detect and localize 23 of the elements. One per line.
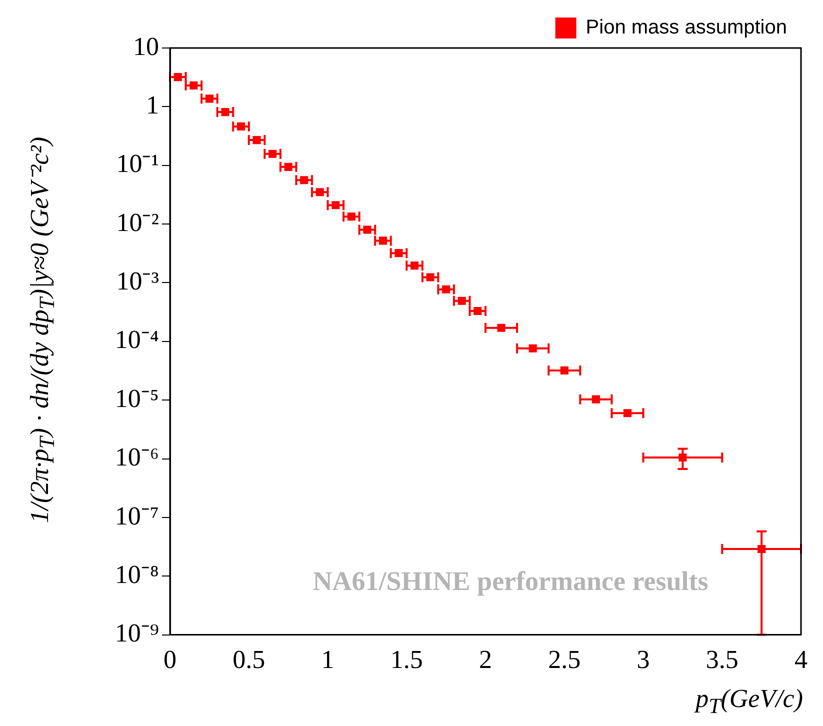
x-tick-label: 0.5	[232, 645, 266, 674]
y-tick-label: 10⁻⁶	[114, 442, 159, 472]
legend-label: Pion mass assumption	[586, 16, 787, 39]
x-tick-label: 2	[479, 645, 492, 674]
x-tick-label: 2.5	[548, 645, 581, 674]
y-tick-label: 10⁻²	[116, 208, 160, 237]
y-tick-label: 10	[133, 32, 159, 61]
y-tick-label: 10⁻⁸	[114, 560, 159, 589]
y-tick-label: 10⁻³	[116, 266, 160, 296]
x-tick-label: 1	[321, 645, 334, 674]
x-tick-label: 4	[794, 645, 808, 674]
x-tick-label: 3	[636, 645, 650, 674]
y-tick-label: 10⁻⁹	[114, 618, 159, 648]
y-tick-label: 10⁻¹	[116, 149, 159, 178]
y-tick-label: 10⁻⁴	[114, 325, 159, 354]
y-tick-label: 10⁻⁵	[114, 384, 159, 413]
x-tick-label: 0	[164, 645, 176, 674]
x-axis-title: p$_{T}$(GeV/c)	[696, 684, 803, 720]
x-tick-label: 1.5	[390, 645, 423, 674]
y-tick-label: 10⁻⁷	[114, 501, 159, 530]
annotation: NA61/SHINE performance results	[312, 566, 708, 596]
y-tick-label: 1	[146, 90, 159, 120]
x-tick-label: 3.5	[706, 645, 738, 674]
